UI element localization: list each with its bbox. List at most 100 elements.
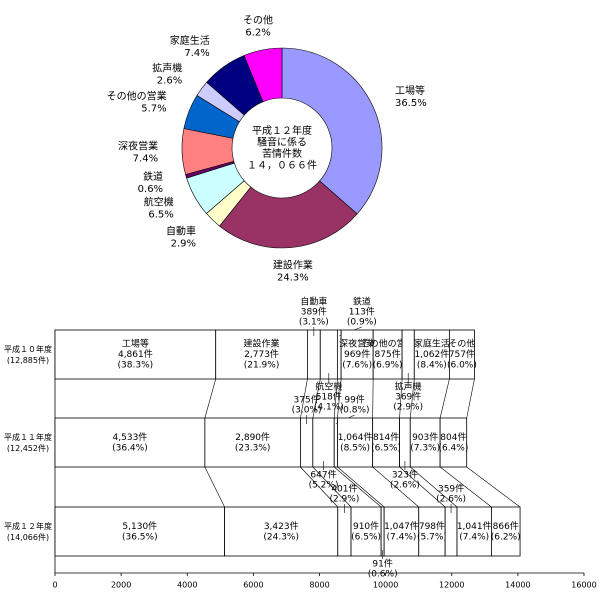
segment-label: 375件	[294, 394, 320, 406]
segment-label: 91件	[372, 558, 392, 570]
connector	[333, 378, 338, 419]
center-text: １４，０６６件	[247, 160, 317, 172]
connector	[410, 466, 458, 508]
segment-label: (6.5%)	[351, 532, 381, 542]
segment-label: 工場等	[122, 338, 149, 350]
segment-label: 2,890件	[235, 431, 270, 443]
bar-segment	[399, 417, 411, 468]
x-tick-label: 6000	[243, 581, 263, 590]
x-tick-label: 0	[52, 581, 57, 590]
bar-segment	[337, 506, 352, 557]
bar-segment	[215, 329, 308, 380]
pie-slice	[281, 47, 383, 215]
segment-label: 航空機	[315, 381, 342, 393]
segment-label: 1,062件	[414, 348, 449, 360]
connector	[300, 378, 308, 419]
connector	[409, 378, 415, 419]
slice-label: 家庭生活	[170, 34, 210, 47]
connector	[312, 378, 321, 419]
slice-label: 鉄道	[143, 170, 163, 183]
slice-label: 深夜営業	[118, 139, 158, 152]
slice-label: 自動車	[166, 224, 196, 237]
segment-label: 113件	[349, 306, 375, 318]
segment-label: 1,064件	[338, 431, 373, 443]
connector	[399, 378, 403, 419]
x-tick-label: 8000	[309, 581, 329, 590]
slice-label: その他	[243, 13, 273, 26]
segment-label: (7.6%)	[342, 361, 372, 371]
row-label: 平成１１年度	[4, 432, 52, 442]
bar-segment	[418, 506, 446, 557]
row-label: 平成１０年度	[4, 344, 52, 354]
segment-label: (8.5%)	[340, 443, 370, 453]
segment-label: 1,041件	[457, 520, 492, 532]
slice-value-label: 24.3%	[277, 273, 309, 284]
segment-label: 3,423件	[264, 520, 299, 532]
segment-label: (0.8%)	[340, 406, 370, 416]
bar-segment	[409, 417, 441, 468]
pie-slice	[219, 180, 358, 249]
center-text: 騒音に係る	[257, 136, 307, 149]
bar-segment	[372, 329, 403, 380]
pie-slice	[243, 47, 283, 103]
segment-label: 518件	[316, 391, 342, 403]
slice-value-label: 6.5%	[148, 210, 173, 221]
slice-label: 航空機	[144, 196, 174, 209]
segment-label: (6.0%)	[447, 361, 477, 371]
segment-label: (5.2%)	[309, 481, 339, 491]
segment-label: (7.4%)	[387, 532, 417, 542]
bar-segment	[413, 329, 450, 380]
slice-value-label: 0.6%	[138, 184, 163, 195]
segment-label: (5.7%)	[417, 532, 447, 542]
segment-label: 875件	[375, 348, 401, 360]
segment-label: 鉄道	[353, 296, 371, 308]
center-text: 苦情件数	[262, 147, 302, 160]
bar-segment	[319, 329, 338, 380]
slice-label: 拡声機	[152, 61, 182, 74]
segment-label: (36.5%)	[122, 532, 158, 542]
slice-label: 工場等	[395, 84, 425, 97]
segment-label: 804件	[440, 431, 466, 443]
bar-segment	[54, 506, 226, 557]
segment-label: (2.9%)	[329, 495, 359, 505]
segment-label: (2.6%)	[390, 481, 420, 491]
segment-label: 757件	[449, 348, 475, 360]
segment-label: (6.5%)	[371, 443, 401, 453]
connector	[466, 378, 475, 419]
bar-segment	[306, 329, 321, 380]
connector	[399, 466, 446, 508]
connector	[372, 466, 419, 508]
x-tick-label: 12000	[439, 581, 464, 590]
segment-label: 647件	[310, 469, 336, 481]
slice-value-label: 7.4%	[184, 48, 209, 59]
segment-label: 5,130件	[122, 520, 157, 532]
x-tick-label: 2000	[111, 581, 131, 590]
segment-label: (2.9%)	[393, 403, 423, 413]
bar-segment	[224, 506, 339, 557]
segment-label: 深夜営業	[339, 338, 375, 350]
segment-label: 家庭生活	[414, 338, 450, 350]
segment-label: (23.3%)	[235, 443, 271, 453]
row-total: (14,066件)	[7, 532, 49, 542]
connector	[334, 466, 382, 508]
segment-label: (8.4%)	[417, 361, 447, 371]
bar-segment	[456, 506, 492, 557]
bar-segment	[491, 506, 521, 557]
segment-label: (21.9%)	[244, 361, 280, 371]
segment-label: (3.0%)	[292, 406, 322, 416]
bar-segment	[312, 417, 335, 468]
row-total: (12,452件)	[7, 443, 49, 453]
slice-value-label: 36.5%	[395, 98, 427, 109]
segment-label: 389件	[301, 306, 327, 318]
segment-label: 4,533件	[113, 431, 148, 443]
x-tick-label: 14000	[505, 581, 530, 590]
segment-label: 903件	[412, 431, 438, 443]
segment-label: 拡声機	[395, 381, 422, 393]
slice-value-label: 5.7%	[141, 104, 166, 115]
bar-segment	[350, 506, 382, 557]
segment-label: (6.9%)	[373, 361, 403, 371]
x-tick-label: 16000	[571, 581, 596, 590]
segment-label: 自動車	[300, 296, 327, 308]
slice-value-label: 6.2%	[245, 27, 270, 38]
connector	[337, 378, 342, 419]
